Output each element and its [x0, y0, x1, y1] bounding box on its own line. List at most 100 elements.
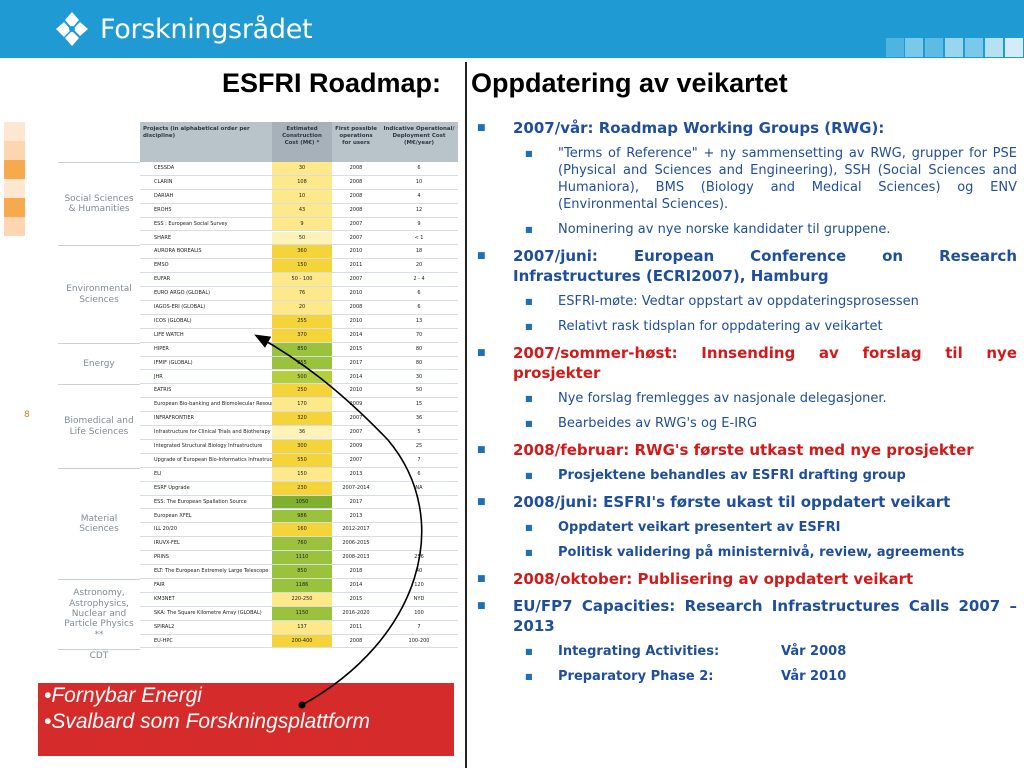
table-cell-project: EMSO — [154, 262, 169, 269]
item-text: Relativt rask tidsplan for oppdatering a… — [558, 319, 883, 334]
table-cell-project: HIPER — [154, 345, 169, 352]
sub-item: ■ Relativt rask tidsplan for oppdatering … — [477, 318, 1017, 335]
table-row: SHARE 50 2007 < 1 — [140, 231, 458, 246]
table-cell-first-ops: 2013 — [349, 512, 363, 519]
table-cell-first-ops: 2007 — [349, 220, 363, 227]
bullet-icon: ■ — [525, 394, 533, 403]
table-cell-first-ops: 2009 — [349, 401, 363, 408]
table-cell-first-ops: 2006-2015 — [342, 540, 370, 547]
table-cell-operational-cost: 256 — [414, 554, 424, 561]
table-row: EMSO 150 2011 20 — [140, 259, 458, 274]
table-row: SPIRAL2 137 2011 7 — [140, 620, 458, 635]
table-cell-cost: 370 — [272, 328, 332, 342]
sub-item: ■ Politisk validering på ministernivå, re… — [477, 544, 1017, 561]
sub-item: ■ "Terms of Reference" + ny sammensetting… — [477, 145, 1017, 213]
item-text: Oppdatert veikart presentert av ESFRI — [558, 520, 841, 535]
bullet-icon: ■ — [477, 574, 486, 584]
item-text: EU/FP7 Capacities: Research Infrastructu… — [513, 597, 1017, 635]
table-cell-cost: 986 — [272, 509, 332, 523]
table-cell-operational-cost: 6 — [417, 165, 421, 171]
table-cell-first-ops: 2010 — [349, 248, 363, 255]
item-text: Nominering av nye norske kandidater til … — [558, 222, 891, 237]
table-row: EURO ARGO (GLOBAL) 76 2010 6 — [140, 287, 458, 301]
content-list: ■ 2007/vår: Roadmap Working Groups (RWG):… — [477, 118, 1017, 693]
table-cell-operational-cost: 25 — [415, 443, 423, 449]
table-cell-first-ops: 2007 — [349, 456, 363, 463]
bullet-icon: ■ — [477, 497, 486, 507]
table-row: European Bio-banking and Biomolecular Re… — [140, 398, 458, 413]
table-cell-project: European XFEL — [154, 512, 192, 519]
table-cell-cost: 30 — [272, 162, 332, 175]
header-bar: Forskningsrådet — [0, 0, 1024, 58]
table-row: DARIAH 10 2008 4 — [140, 189, 458, 204]
table-row: IAGOS-ERI (GLOBAL) 20 2008 6 — [140, 301, 458, 315]
item-text: Politisk validering på ministernivå, rev… — [558, 545, 965, 560]
bullet-icon: ■ — [477, 123, 486, 133]
table-cell-first-ops: 2017 — [349, 498, 363, 505]
table-cell-cost: 320 — [272, 412, 332, 426]
table-cell-operational-cost: 30 — [415, 373, 423, 380]
table-cell-first-ops: 2008-2013 — [342, 554, 370, 561]
table-cell-operational-cost: 40 — [415, 568, 423, 575]
item-text: Nye forslag fremlegges av nasjonale dele… — [558, 391, 887, 406]
item-text: 2008/juni: ESFRI's første ukast til oppd… — [513, 493, 951, 511]
table-cell-operational-cost: 6 — [417, 290, 421, 297]
logo: Forskningsrådet — [52, 9, 313, 49]
item-text: 2007/sommer-høst: Innsending av forslag … — [513, 344, 1017, 382]
highlight-item: •Svalbard som Forskningsplattform — [44, 710, 370, 733]
table-row: LIFE WATCH 370 2014 70 — [140, 328, 458, 343]
bullet-icon: ■ — [525, 297, 533, 306]
table-cell-first-ops: 2008 — [349, 206, 363, 213]
item-text: Bearbeides av RWG's og E-IRG — [558, 416, 758, 431]
sub-item: ■ Oppdatert veikart presentert av ESFRI — [477, 519, 1017, 536]
table-cell-project: KM3NET — [154, 595, 175, 602]
table-group-label: Energy — [58, 342, 140, 385]
table-cell-operational-cost: 10 — [415, 178, 423, 185]
table-cell-project: IAGOS-ERI (GLOBAL) — [154, 304, 206, 310]
table-cell-project: INFRAFRONTIER — [154, 415, 194, 422]
table-cell-cost: 360 — [272, 245, 332, 259]
table-group-label: Material Sciences — [58, 467, 140, 579]
table-row: ILL 20/20 160 2012-2017 — [140, 523, 458, 538]
bullet-icon: ■ — [525, 225, 533, 234]
brand-name: Forskningsrådet — [100, 13, 313, 45]
table-row: European XFEL 986 2013 — [140, 509, 458, 524]
bullet-icon: ■ — [525, 672, 533, 681]
side-decor-square — [4, 198, 25, 217]
table-cell-cost: 108 — [272, 175, 332, 189]
table-cell-cost: 300 — [272, 440, 332, 453]
table-cell-operational-cost: 5 — [417, 429, 421, 436]
table-cell-first-ops: 2010 — [349, 387, 363, 394]
table-cell-project: EATRIS — [154, 387, 172, 394]
table-cell-operational-cost: 100 — [414, 609, 424, 616]
table-cell-first-ops: 2008 — [349, 178, 363, 185]
table-cell-cost: 50 — [272, 231, 332, 245]
table-group-label: Astronomy, Astrophysics, Nuclear and Par… — [58, 579, 140, 649]
table-cell-project: FAIR — [154, 582, 165, 588]
table-header-operational-cost: Indicative Operational/ Deployment Cost … — [383, 126, 455, 146]
table-cell-project: ESS : European Social Survey — [154, 220, 228, 227]
table-cell-cost: 10 — [272, 189, 332, 203]
table-cell-first-ops: 2017 — [349, 359, 363, 366]
header-decor-square — [945, 38, 963, 57]
table-cell-operational-cost: NYD — [413, 595, 425, 602]
table-cell-operational-cost: 100-200 — [408, 637, 430, 644]
table-cell-cost: 9 — [272, 217, 332, 231]
bullet-icon: ■ — [525, 647, 533, 656]
table-cell-project: JHR — [154, 373, 163, 380]
table-cell-project: SKA: The Square Kilometre Array (GLOBAL) — [154, 609, 262, 616]
table-cell-project: EUFAR — [154, 276, 171, 283]
table-group-label: Social Sciences & Humanities — [58, 162, 140, 245]
table-cell-first-ops: 2014 — [349, 582, 363, 588]
header-decor-square — [965, 38, 983, 57]
table-cell-operational-cost: 20 — [415, 262, 423, 269]
esfri-roadmap-table: Projects (in alphabetical order per disc… — [58, 122, 466, 670]
table-cell-first-ops: 2007 — [349, 276, 363, 283]
table-row: IRUVX-FEL 760 2006-2015 — [140, 537, 458, 552]
table-cell-project: Upgrade of European Bio-Informatics Infr… — [154, 456, 272, 463]
table-cell-operational-cost — [380, 510, 458, 523]
topic-item: ■ 2008/oktober: Publisering av oppdatert … — [477, 569, 1017, 589]
table-cell-cost: 150 — [272, 259, 332, 273]
slide-number: 8 — [24, 410, 30, 420]
bullet-icon: ■ — [477, 348, 486, 358]
